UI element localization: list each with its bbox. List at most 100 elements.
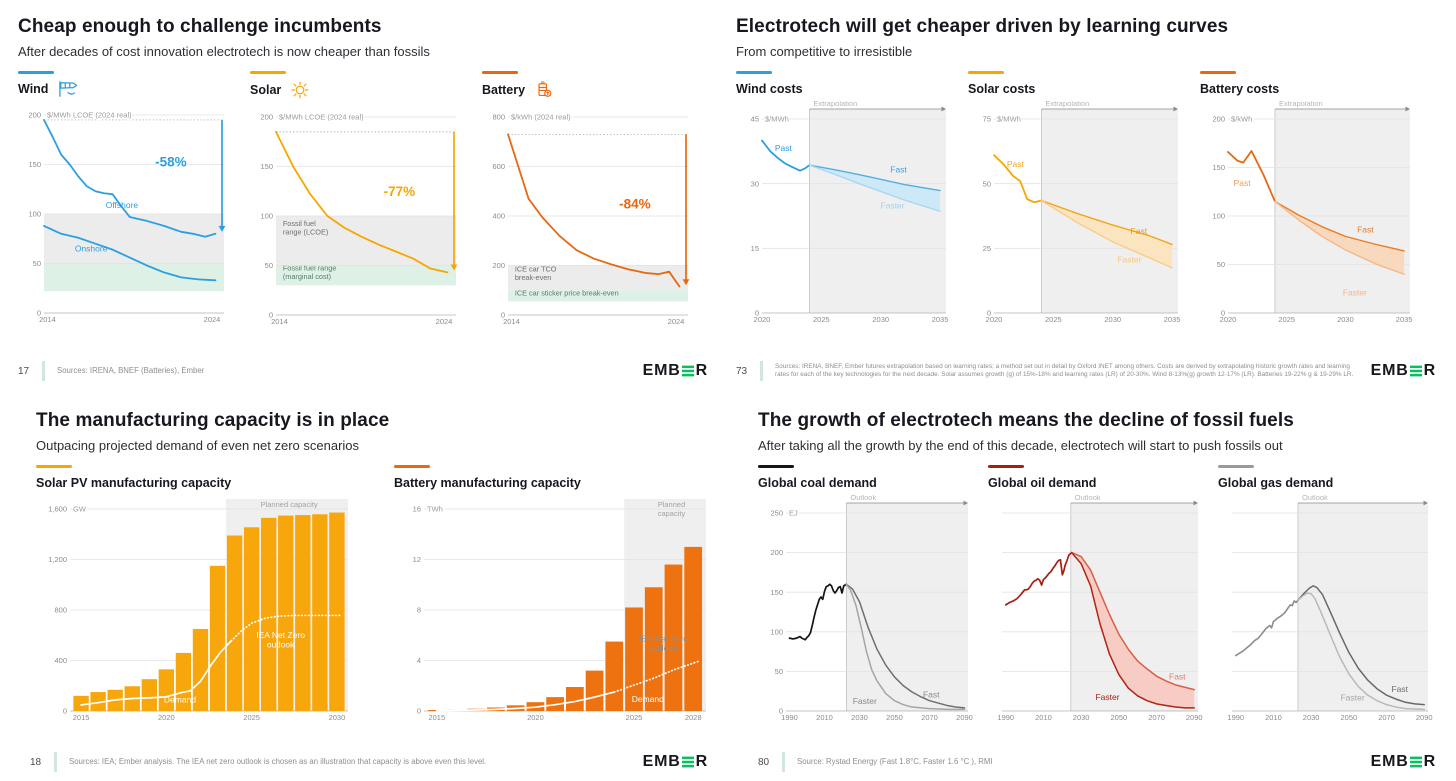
- svg-text:2050: 2050: [1341, 713, 1358, 722]
- svg-text:$/MWh: $/MWh: [765, 115, 789, 124]
- svg-text:400: 400: [54, 656, 67, 665]
- svg-text:TWh: TWh: [427, 505, 443, 514]
- svg-text:0: 0: [987, 309, 991, 318]
- svg-text:2090: 2090: [956, 713, 973, 722]
- panel-title-battery-capacity: Battery manufacturing capacity: [394, 476, 581, 491]
- svg-text:EJ: EJ: [789, 509, 798, 518]
- page-number: 80: [758, 756, 770, 768]
- svg-text:2014: 2014: [503, 317, 520, 326]
- legend-swatch-wind: [18, 70, 54, 75]
- svg-text:$/MWh LCOE (2024 real): $/MWh LCOE (2024 real): [47, 111, 132, 120]
- legend-swatch-solar-pv: [36, 464, 72, 469]
- legend-swatch-battery-capacity: [394, 464, 430, 469]
- svg-text:50: 50: [265, 261, 273, 270]
- svg-text:2028: 2028: [685, 713, 702, 722]
- svg-text:0: 0: [417, 707, 421, 716]
- wind-lcoe-chart: 0 50 100 150 200 -58% Offshore Onshore 2014 2024 $…: [28, 110, 226, 324]
- svg-text:2030: 2030: [1073, 713, 1090, 722]
- svg-text:0: 0: [63, 707, 67, 716]
- chart-panel-wind-costs: Wind costs Extrapolation 0 15 30 45 Past Fast F…: [736, 70, 954, 339]
- svg-text:Faster: Faster: [1117, 255, 1141, 265]
- svg-text:2024: 2024: [436, 317, 453, 326]
- svg-text:2024: 2024: [204, 315, 221, 324]
- slide-fossil-decline: The growth of electrotech means the decl…: [728, 390, 1456, 781]
- ember-logo-e-icon: [1410, 365, 1423, 377]
- svg-text:-84%: -84%: [619, 197, 651, 212]
- svg-text:50: 50: [775, 667, 783, 676]
- legend-swatch-wind-costs: [736, 70, 772, 75]
- svg-text:2015: 2015: [73, 713, 90, 722]
- chart-panel-wind: Wind 0 50 100 150 200 -58% Offshore Onshore 2014…: [18, 70, 232, 341]
- svg-text:2025: 2025: [626, 713, 643, 722]
- svg-text:100: 100: [260, 212, 273, 221]
- svg-text:1,200: 1,200: [48, 555, 67, 564]
- chart-panel-oil-demand: Global oil demand Outlook Fast Faster 1990 2…: [988, 464, 1206, 737]
- svg-text:250: 250: [770, 509, 783, 518]
- svg-text:4: 4: [417, 656, 421, 665]
- svg-text:600: 600: [492, 162, 505, 171]
- svg-text:Demand: Demand: [632, 694, 664, 704]
- svg-text:2035: 2035: [932, 315, 949, 324]
- legend-swatch-coal: [758, 464, 794, 469]
- svg-text:150: 150: [770, 588, 783, 597]
- svg-text:Extrapolation: Extrapolation: [813, 101, 857, 108]
- panel-title-coal-demand: Global coal demand: [758, 476, 877, 491]
- svg-text:Fast: Fast: [1391, 684, 1408, 694]
- svg-text:50: 50: [983, 180, 991, 189]
- svg-text:0: 0: [269, 311, 273, 320]
- svg-text:0: 0: [755, 309, 759, 318]
- legend-swatch-oil: [988, 464, 1024, 469]
- svg-text:8: 8: [417, 606, 421, 615]
- svg-text:2070: 2070: [1148, 713, 1165, 722]
- svg-text:Fast: Fast: [1169, 672, 1186, 682]
- svg-text:Faster: Faster: [1341, 693, 1365, 703]
- panel-title-oil-demand: Global oil demand: [988, 476, 1097, 491]
- chart-panel-battery-capacity: Battery manufacturing capacity Planned ca…: [394, 464, 716, 737]
- slide-footer: 17 Sources: IRENA, BNEF (Batteries), Emb…: [18, 361, 708, 381]
- slide-subtitle: From competitive to irresistible: [736, 43, 913, 59]
- charts-row: Global coal demand Outlook 0 50 100 150 200 25…: [758, 464, 1438, 737]
- legend-swatch-solar: [250, 70, 286, 75]
- svg-text:1,600: 1,600: [48, 505, 67, 514]
- svg-text:2014: 2014: [271, 317, 288, 326]
- svg-text:150: 150: [28, 160, 41, 169]
- logo-text-emb: EMB: [642, 362, 681, 379]
- chart-panel-solar-costs: Solar costs Extrapolation 0 25 50 75 Past Fast…: [968, 70, 1186, 339]
- ember-logo-e-icon: [1410, 756, 1423, 768]
- logo-text-r: R: [695, 362, 708, 379]
- svg-text:Outlook: Outlook: [1302, 495, 1328, 502]
- svg-text:Fossil fuel range(marginal cos: Fossil fuel range (marginal cost): [283, 264, 337, 281]
- source-text: Source: Rystad Energy (Fast 1.8°C, Faste…: [797, 756, 993, 766]
- legend-swatch-battery: [482, 70, 518, 75]
- logo-text-emb: EMB: [642, 753, 681, 770]
- footer-divider: [760, 361, 763, 381]
- ember-logo: EMB R: [1371, 753, 1436, 771]
- svg-text:200: 200: [770, 548, 783, 557]
- slide-cheap-enough: Cheap enough to challenge incumbents Aft…: [0, 0, 728, 390]
- svg-text:2090: 2090: [1416, 713, 1433, 722]
- svg-text:2030: 2030: [1104, 315, 1121, 324]
- svg-text:2030: 2030: [329, 713, 346, 722]
- svg-text:Faster: Faster: [853, 696, 877, 706]
- svg-text:1990: 1990: [997, 713, 1014, 722]
- footer-divider: [54, 752, 57, 772]
- svg-text:2024: 2024: [668, 317, 685, 326]
- svg-text:0: 0: [37, 309, 41, 318]
- svg-text:2025: 2025: [1045, 315, 1062, 324]
- svg-text:100: 100: [770, 628, 783, 637]
- svg-text:2025: 2025: [813, 315, 830, 324]
- panel-title-wind-costs: Wind costs: [736, 82, 803, 97]
- svg-text:Onshore: Onshore: [75, 244, 108, 254]
- gas-demand-chart: Outlook Fast Faster 1990 2010 2030 2050 2070 209…: [1227, 493, 1433, 722]
- slide-subtitle: Outpacing projected demand of even net z…: [36, 437, 360, 453]
- svg-text:2090: 2090: [1186, 713, 1203, 722]
- svg-text:Fast: Fast: [1131, 226, 1148, 236]
- svg-text:Extrapolation: Extrapolation: [1279, 101, 1323, 108]
- chart-panel-solar-pv-capacity: Solar PV manufacturing capacity Planned …: [36, 464, 358, 737]
- footer-divider: [782, 752, 785, 772]
- panel-title-wind: Wind: [18, 82, 49, 97]
